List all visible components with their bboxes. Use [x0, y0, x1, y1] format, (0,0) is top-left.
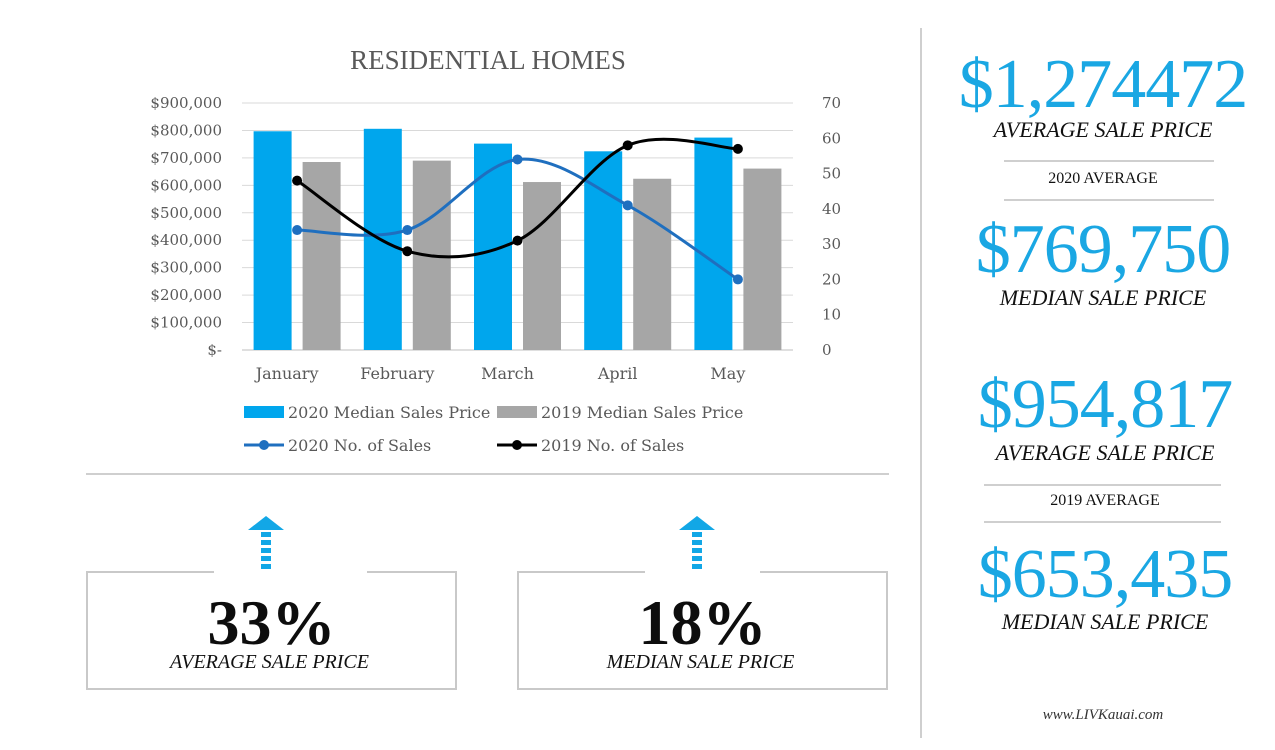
category-label: February	[360, 364, 434, 383]
right-axis-tick-label: 40	[822, 200, 841, 218]
bar-0-4	[694, 137, 733, 350]
category-label: April	[597, 364, 638, 383]
point-3-3	[622, 140, 633, 151]
median-change-box: 18% MEDIAN SALE PRICE	[517, 571, 888, 690]
avg-2019-value: $954,817	[977, 366, 1234, 443]
legend-label-3: 2019 No. of Sales	[541, 436, 684, 455]
right-axis-tick-label: 20	[822, 270, 841, 288]
left-axis-tick-label: $500,000	[150, 204, 222, 222]
bar-1-0	[302, 162, 341, 350]
category-label: May	[710, 364, 745, 383]
median-change-label: MEDIAN SALE PRICE	[606, 651, 795, 673]
bar-0-0	[253, 131, 292, 350]
legend-marker-3	[512, 440, 522, 450]
bar-1-2	[523, 182, 561, 350]
average-change-box: 33% AVERAGE SALE PRICE	[86, 571, 457, 690]
right-axis-tick-label: 10	[822, 306, 841, 324]
left-axis-tick-label: $700,000	[150, 149, 222, 167]
up-arrow-icon	[679, 516, 715, 572]
left-axis-ticks: $- $100,000 $200,000 $300,000 $400,000 $500,0…	[150, 94, 222, 359]
section-divider	[86, 473, 889, 475]
section-2020-label: 2020 AVERAGE	[1048, 170, 1158, 187]
left-axis-tick-label: $900,000	[150, 94, 222, 112]
legend-label-1: 2019 Median Sales Price	[541, 403, 743, 422]
point-3-0	[292, 175, 303, 186]
left-axis-tick-label: $-	[207, 341, 222, 359]
category-label: March	[481, 364, 534, 383]
bar-1-3	[633, 178, 672, 350]
legend-marker-2	[259, 440, 269, 450]
legend-swatch-0	[244, 406, 284, 418]
avg-2020-label: AVERAGE SALE PRICE	[993, 117, 1213, 142]
divider	[984, 484, 1221, 486]
point-2-4	[732, 274, 743, 285]
bar-1-4	[743, 168, 782, 350]
point-3-2	[512, 235, 523, 246]
left-axis-tick-label: $200,000	[150, 286, 222, 304]
category-axis: January February March April May	[254, 364, 746, 383]
median-2020-value: $769,750	[975, 211, 1232, 288]
point-2-0	[292, 225, 303, 236]
bar-series	[253, 128, 782, 350]
left-axis-tick-label: $800,000	[150, 121, 222, 139]
right-axis-tick-label: 60	[822, 129, 841, 147]
point-2-1	[402, 225, 413, 236]
sidebar-divider	[920, 28, 922, 738]
average-change-value: 33%	[207, 587, 336, 658]
chart-title: RESIDENTIAL HOMES	[350, 45, 626, 75]
divider	[1004, 199, 1214, 201]
combo-chart: RESIDENTIAL HOMES $- $100,000 $200,000 $300…	[150, 45, 841, 455]
left-axis-tick-label: $300,000	[150, 259, 222, 277]
legend-label-2: 2020 No. of Sales	[288, 436, 431, 455]
legend-swatch-1	[497, 406, 537, 418]
divider	[984, 521, 1221, 523]
up-arrow-icon	[248, 516, 284, 572]
bar-0-3	[584, 151, 623, 350]
right-axis-tick-label: 30	[822, 235, 841, 253]
median-2019-value: $653,435	[977, 536, 1234, 613]
category-label: January	[254, 364, 319, 383]
avg-2020-value: $1,274472	[958, 46, 1249, 123]
right-axis-tick-label: 70	[822, 94, 841, 112]
right-axis-ticks: 0 10 20 30 40 50 60 70	[822, 94, 841, 359]
legend: 2020 Median Sales Price 2019 Median Sales…	[244, 403, 743, 455]
avg-2019-label: AVERAGE SALE PRICE	[995, 440, 1215, 465]
legend-label-0: 2020 Median Sales Price	[288, 403, 490, 422]
average-change-label: AVERAGE SALE PRICE	[170, 651, 369, 673]
left-axis-tick-label: $600,000	[150, 176, 222, 194]
section-2019-label: 2019 AVERAGE	[1050, 492, 1160, 509]
point-3-1	[402, 246, 413, 257]
line-series	[292, 137, 743, 285]
left-axis-tick-label: $400,000	[150, 231, 222, 249]
point-2-2	[512, 154, 523, 165]
right-axis-tick-label: 50	[822, 165, 841, 183]
series-line-2	[297, 157, 739, 281]
divider	[1004, 160, 1214, 162]
point-2-3	[622, 200, 633, 211]
point-3-4	[732, 143, 743, 154]
right-axis-tick-label: 0	[822, 341, 832, 359]
website-link[interactable]: www.LIVKauai.com	[1042, 707, 1164, 723]
median-change-value: 18%	[638, 587, 767, 658]
median-2019-label: MEDIAN SALE PRICE	[1001, 609, 1209, 634]
left-axis-tick-label: $100,000	[150, 314, 222, 332]
median-2020-label: MEDIAN SALE PRICE	[999, 285, 1207, 310]
